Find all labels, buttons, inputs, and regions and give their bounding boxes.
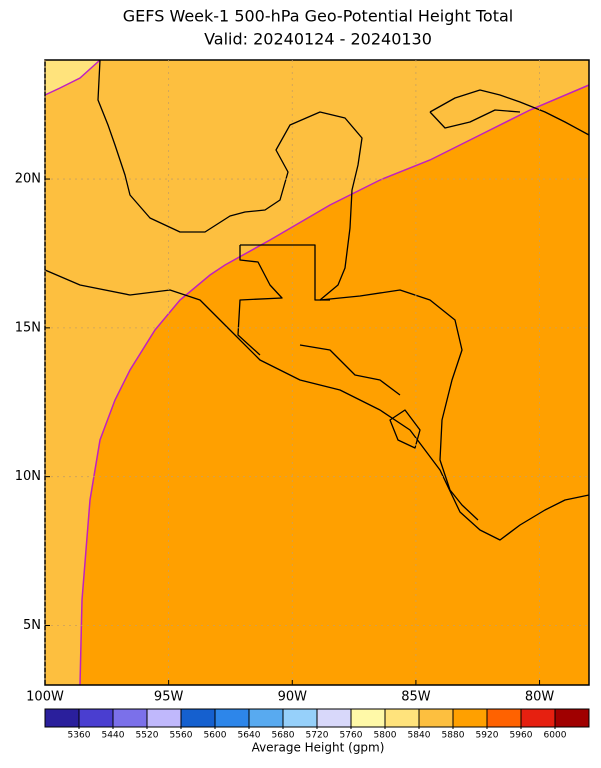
lon-tick-label: 100W	[26, 690, 64, 705]
lon-tick-label: 90W	[278, 690, 308, 705]
map-title: GEFS Week-1 500-hPa Geo-Potential Height…	[123, 7, 513, 26]
colorbar-label: 5920	[476, 731, 499, 741]
border	[237, 244, 421, 449]
colorbar-label: 5720	[306, 731, 329, 741]
contour	[44, 59, 101, 96]
lat-tick-label: 20N	[15, 172, 41, 187]
colorbar-label: 5960	[510, 731, 533, 741]
colorbar-label: 6000	[544, 731, 567, 741]
colorbar-label: 5360	[68, 731, 91, 741]
coastline	[429, 109, 521, 129]
colorbar-label: 5760	[340, 731, 363, 741]
colorbar-label: 5880	[442, 731, 465, 741]
colorbar-swatch	[520, 708, 556, 728]
map-subtitle: Valid: 20240124 - 20240130	[204, 30, 432, 49]
colorbar-swatch	[78, 708, 114, 728]
colorbar-swatch	[384, 708, 420, 728]
colorbar-swatch	[112, 708, 148, 728]
colorbar-label: 5440	[102, 731, 125, 741]
colorbar-swatch	[418, 708, 454, 728]
lon-tick-label: 80W	[525, 690, 555, 705]
lat-tick-label: 10N	[15, 469, 41, 484]
colorbar-swatch	[44, 708, 80, 728]
colorbar-label: 5680	[272, 731, 295, 741]
colorbar-swatch	[282, 708, 318, 728]
colorbar-swatch	[248, 708, 284, 728]
colorbar-label: 5840	[408, 731, 431, 741]
lat-tick-label: 5N	[23, 618, 41, 633]
colorbar-label: 5640	[238, 731, 261, 741]
colorbar-label: 5600	[204, 731, 227, 741]
colorbar-swatch	[350, 708, 386, 728]
coastlines	[44, 59, 590, 541]
colorbar-swatch	[486, 708, 522, 728]
colorbar-label: 5800	[374, 731, 397, 741]
map-area	[44, 59, 590, 686]
colorbar-title: Average Height (gpm)	[252, 741, 385, 755]
colorbar-swatch	[214, 708, 250, 728]
lon-tick-label: 95W	[154, 690, 184, 705]
coastline	[44, 269, 590, 541]
region-5880	[80, 85, 589, 685]
contour	[79, 84, 590, 686]
colorbar-label: 5560	[170, 731, 193, 741]
coastline	[429, 89, 590, 136]
coastline	[319, 289, 479, 521]
colorbar-swatch	[146, 708, 182, 728]
coastline	[97, 59, 363, 301]
colorbar-swatch	[316, 708, 352, 728]
colorbar-swatch	[554, 708, 590, 728]
lat-tick-label: 15N	[15, 320, 41, 335]
lon-tick-label: 85W	[401, 690, 431, 705]
region-5800	[45, 60, 100, 95]
colorbar-label: 5520	[136, 731, 159, 741]
colorbar-swatch	[180, 708, 216, 728]
colorbar-swatch	[452, 708, 488, 728]
